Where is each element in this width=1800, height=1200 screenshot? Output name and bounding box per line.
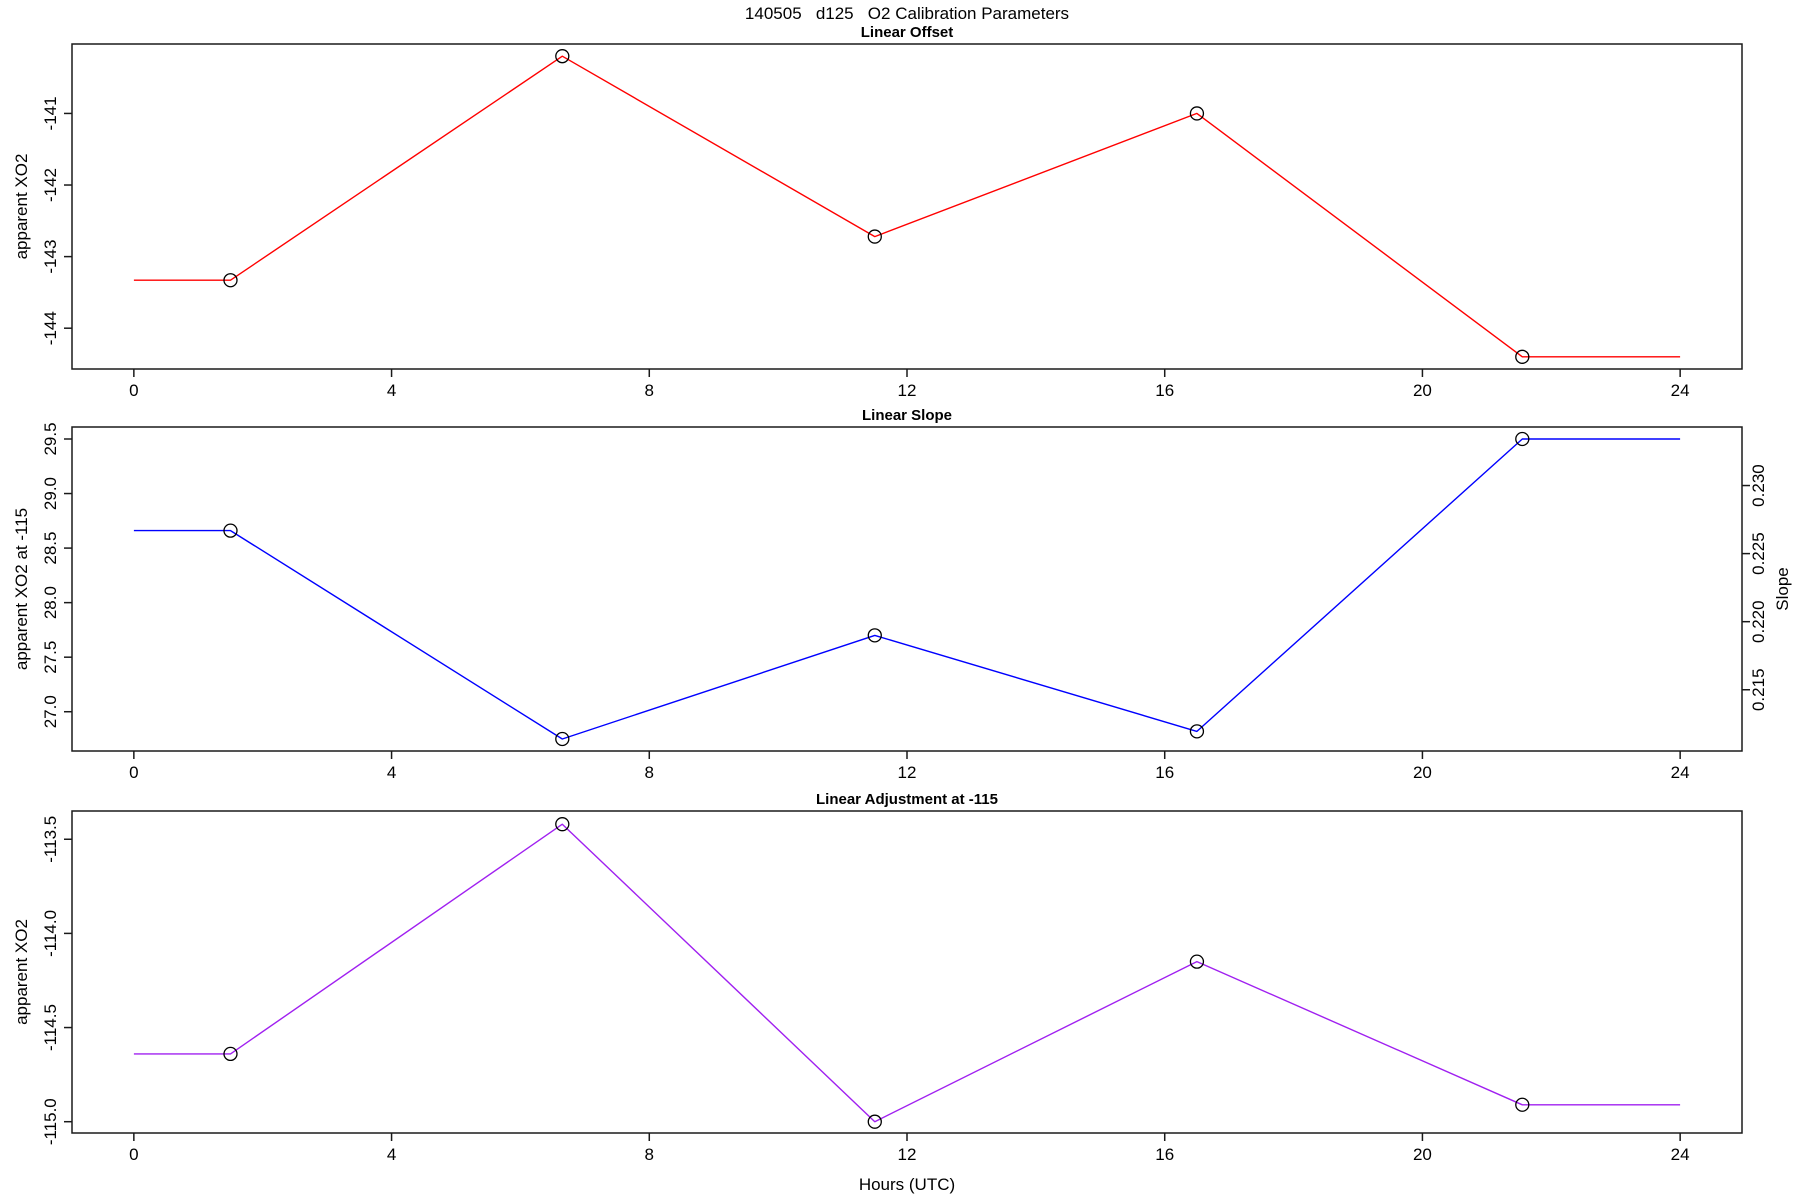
y-tick-label: -113.5 bbox=[41, 816, 60, 863]
y-tick-label: -142 bbox=[41, 168, 60, 202]
y-axis-title-linear-slope: apparent XO2 at -115 bbox=[12, 508, 31, 670]
x-tick-label: 0 bbox=[129, 763, 138, 782]
data-line-linear-offset bbox=[133, 55, 1681, 358]
data-point-marker-linear-adjustment-at-115 bbox=[555, 817, 570, 832]
y-right-tick-label: 0.215 bbox=[1749, 668, 1768, 711]
y-right-tick-label: 0.220 bbox=[1749, 600, 1768, 643]
y-tick-label: -115.0 bbox=[41, 1098, 60, 1145]
panel-title-linear-offset: Linear Offset bbox=[861, 24, 954, 41]
x-tick-label: 20 bbox=[1413, 1145, 1432, 1164]
x-tick-label: 12 bbox=[898, 381, 917, 400]
y-tick-label: -143 bbox=[41, 240, 60, 274]
x-tick-label: 4 bbox=[387, 763, 396, 782]
plot-box-linear-adjustment-at-115 bbox=[71, 810, 1743, 1134]
x-tick-label: 16 bbox=[1155, 381, 1174, 400]
y-tick-label: -144 bbox=[41, 311, 60, 345]
main-title: 140505 d125 O2 Calibration Parameters bbox=[744, 4, 1070, 23]
x-tick-label: 8 bbox=[645, 763, 654, 782]
x-tick-label: 8 bbox=[645, 1145, 654, 1164]
x-tick-label: 0 bbox=[129, 1145, 138, 1164]
data-point-marker-linear-offset bbox=[555, 49, 570, 64]
x-tick-label: 24 bbox=[1671, 763, 1690, 782]
data-point-marker-linear-slope bbox=[223, 523, 238, 538]
data-point-marker-linear-adjustment-at-115 bbox=[223, 1046, 238, 1062]
plot-box-linear-offset bbox=[71, 43, 1743, 370]
y-right-tick-label: 0.225 bbox=[1749, 532, 1768, 575]
y-tick-label: 29.0 bbox=[41, 477, 60, 510]
data-line-linear-slope bbox=[133, 438, 1681, 740]
x-tick-label: 4 bbox=[387, 1145, 396, 1164]
x-axis-title: Hours (UTC) bbox=[859, 1175, 955, 1194]
y-axis-title-linear-adjustment-at-115: apparent XO2 bbox=[12, 919, 31, 1025]
y-tick-label: -114.5 bbox=[41, 1004, 60, 1051]
x-tick-label: 24 bbox=[1671, 381, 1690, 400]
data-point-marker-linear-slope bbox=[1189, 724, 1205, 739]
data-point-marker-linear-adjustment-at-115 bbox=[1189, 954, 1205, 969]
y-tick-label: -141 bbox=[41, 96, 60, 130]
data-point-marker-linear-slope bbox=[867, 628, 882, 643]
data-point-marker-linear-adjustment-at-115 bbox=[1515, 1097, 1530, 1112]
x-tick-label: 20 bbox=[1413, 763, 1432, 782]
y-right-axis-title: Slope bbox=[1773, 567, 1792, 610]
data-point-marker-linear-slope bbox=[555, 731, 570, 747]
x-tick-label: 16 bbox=[1155, 1145, 1174, 1164]
y-tick-label: 27.0 bbox=[41, 695, 60, 728]
y-tick-label: -114.0 bbox=[41, 910, 60, 957]
data-line-linear-adjustment-at-115 bbox=[133, 823, 1681, 1123]
y-tick-label: 27.5 bbox=[41, 641, 60, 674]
y-right-tick-label: 0.230 bbox=[1749, 464, 1768, 507]
data-point-marker-linear-offset bbox=[1189, 106, 1205, 121]
data-point-marker-linear-offset bbox=[867, 229, 882, 244]
x-tick-label: 24 bbox=[1671, 1145, 1690, 1164]
x-tick-label: 4 bbox=[387, 381, 396, 400]
x-tick-label: 0 bbox=[129, 381, 138, 400]
x-tick-label: 20 bbox=[1413, 381, 1432, 400]
y-tick-label: 28.5 bbox=[41, 532, 60, 565]
data-point-marker-linear-offset bbox=[1515, 349, 1530, 364]
panel-title-linear-adjustment-at-115: Linear Adjustment at -115 bbox=[816, 791, 998, 808]
data-point-marker-linear-adjustment-at-115 bbox=[867, 1114, 882, 1129]
y-tick-label: 28.0 bbox=[41, 586, 60, 619]
x-tick-label: 8 bbox=[645, 381, 654, 400]
y-tick-label: 29.5 bbox=[41, 422, 60, 455]
x-tick-label: 16 bbox=[1155, 763, 1174, 782]
data-point-marker-linear-slope bbox=[1515, 431, 1530, 447]
x-tick-label: 12 bbox=[898, 763, 917, 782]
panel-title-linear-slope: Linear Slope bbox=[862, 407, 952, 424]
x-tick-label: 12 bbox=[898, 1145, 917, 1164]
data-point-marker-linear-offset bbox=[223, 273, 238, 288]
y-axis-title-linear-offset: apparent XO2 bbox=[12, 154, 31, 260]
